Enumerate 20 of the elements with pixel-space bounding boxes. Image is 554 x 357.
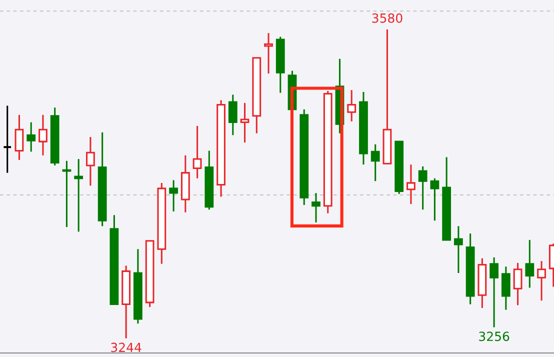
candlestick [228,94,238,136]
candlestick [406,164,416,205]
candlestick [2,104,12,174]
annotation: 3256 [479,332,510,342]
annotation: 3580 [372,13,402,23]
candlestick [240,102,250,144]
candlestick [86,136,95,186]
candlestick [264,32,273,74]
candlestick [74,158,84,232]
candlestick [14,114,24,161]
annotation: 3244 [111,342,142,352]
candlestick [180,154,190,214]
candlestick [312,192,320,224]
candlestick [38,114,48,156]
candlestick [359,91,368,166]
candlestick [192,125,202,180]
candlestick [454,225,463,274]
candlestick [525,239,534,288]
candlestick [347,89,356,122]
candlestick [26,122,36,152]
